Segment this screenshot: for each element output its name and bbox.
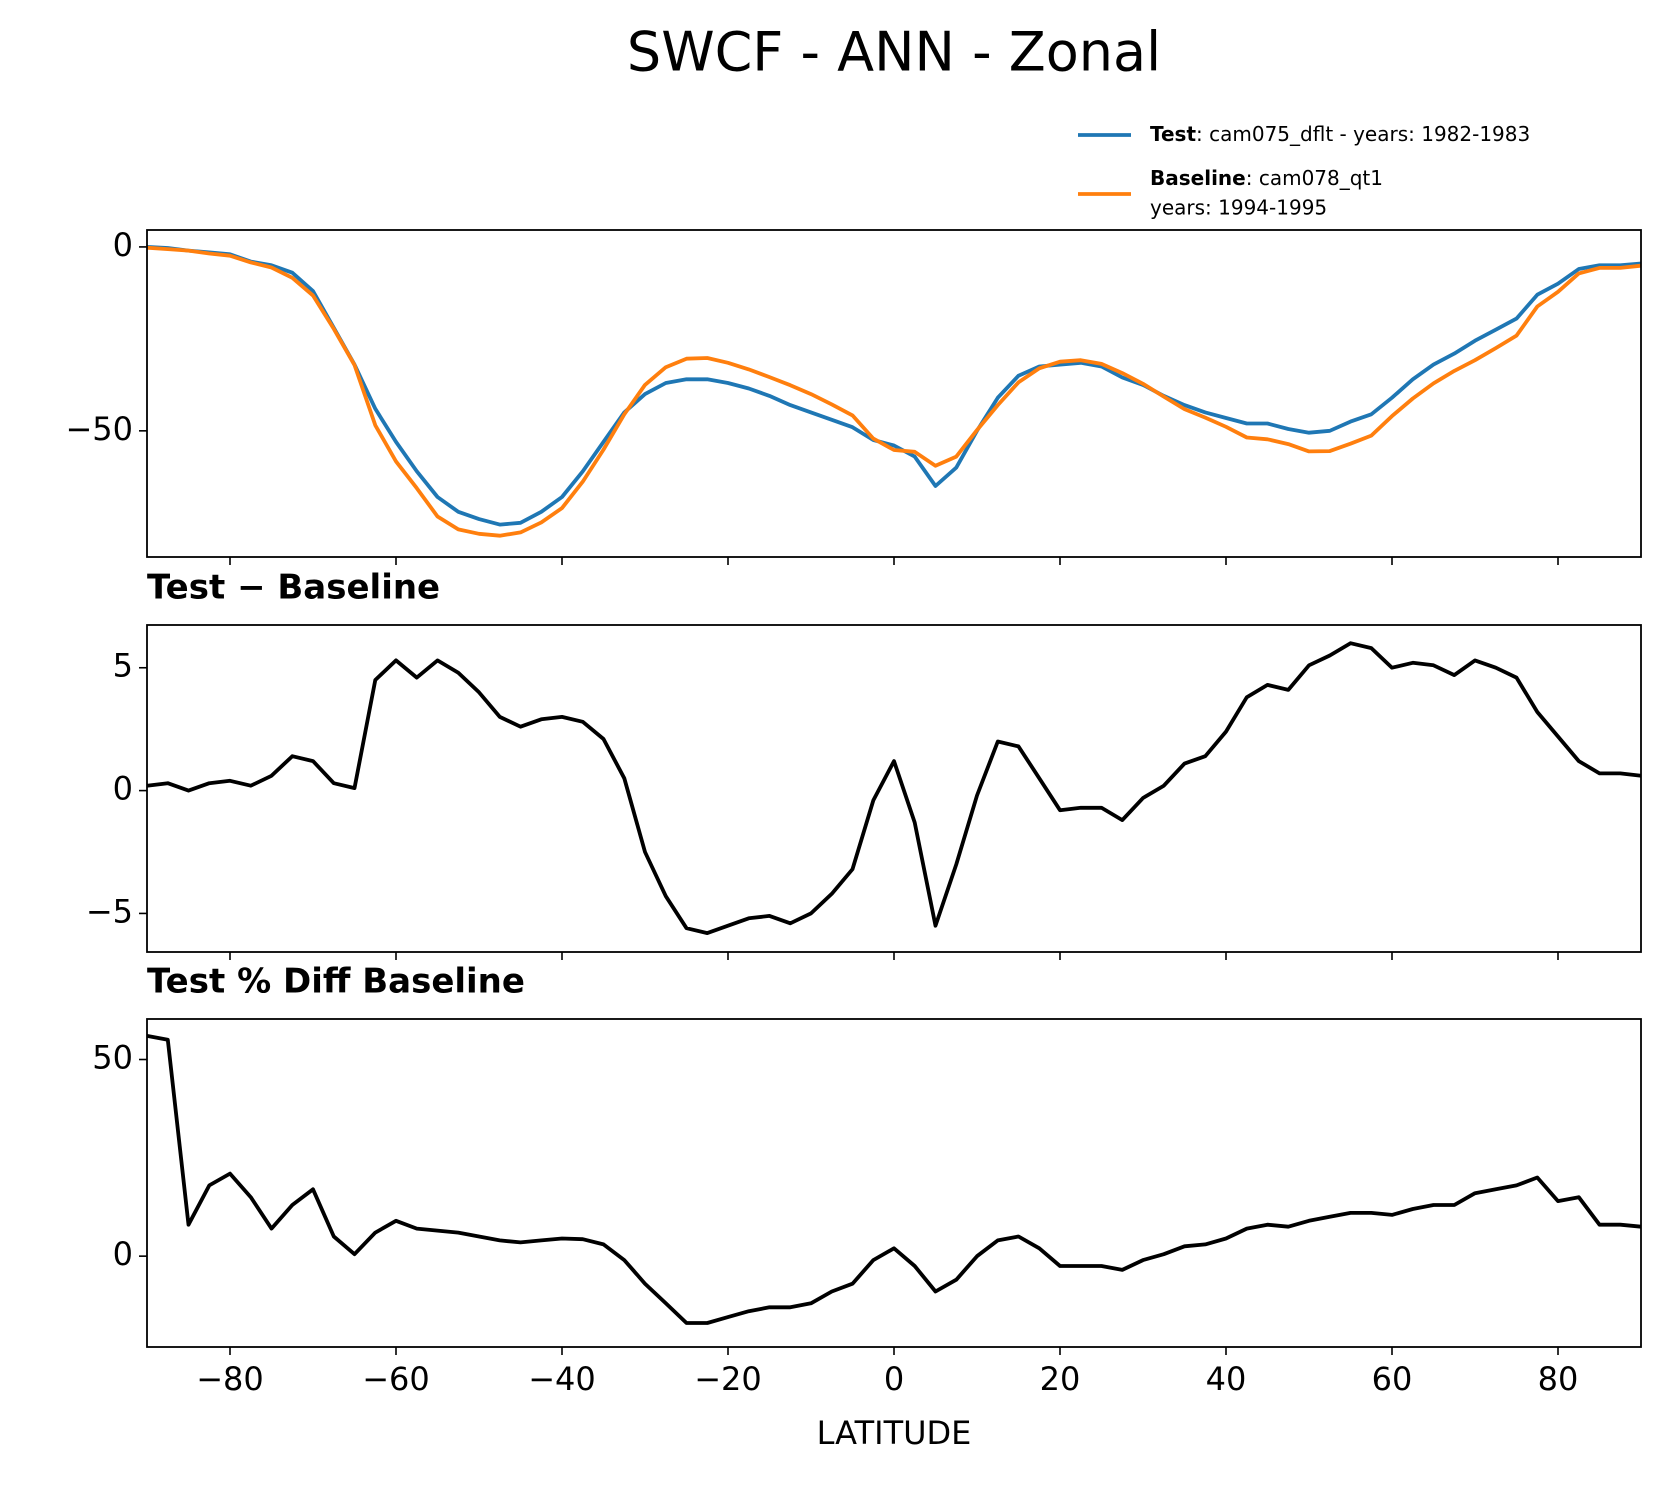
legend-description: : cam075_dflt - years: 1982-1983 [1196, 122, 1530, 146]
y-tick-label: 50 [92, 1039, 133, 1077]
y-tick-label: 5 [113, 647, 133, 685]
figure-title: SWCF - ANN - Zonal [627, 21, 1161, 84]
plot-frame [146, 624, 1642, 953]
x-tick-label: −40 [528, 1360, 596, 1398]
x-tick-label: 20 [1040, 1360, 1081, 1398]
legend-entry: Baseline: cam078_qt1 [1150, 166, 1383, 190]
x-tick-label: 80 [1538, 1360, 1579, 1398]
panel-title: Test − Baseline [147, 568, 440, 608]
x-tick-label: −60 [362, 1360, 430, 1398]
y-tick-label: 0 [113, 1235, 133, 1273]
x-tick-label: −20 [694, 1360, 762, 1398]
plot-frame [146, 1018, 1642, 1348]
panel-title: Test % Diff Baseline [147, 962, 525, 1002]
y-tick-label: −50 [65, 410, 133, 448]
y-tick-label: 0 [113, 226, 133, 264]
x-tick-label: 40 [1206, 1360, 1247, 1398]
y-tick-label: 0 [113, 770, 133, 808]
legend-description: : cam078_qt1 [1246, 166, 1383, 190]
legend-name: Baseline [1150, 166, 1246, 190]
data-line [146, 245, 1642, 538]
x-axis-label: LATITUDE [817, 1414, 972, 1452]
legend-description: years: 1994-1995 [1150, 196, 1327, 220]
plot-frame [146, 229, 1642, 558]
data-line [146, 641, 1642, 935]
legend-entry: Test: cam075_dflt - years: 1982-1983 [1150, 122, 1530, 146]
y-tick-label: −5 [86, 892, 133, 930]
x-tick-label: 60 [1372, 1360, 1413, 1398]
x-tick-label: 0 [884, 1360, 904, 1398]
legend-name: Test [1150, 122, 1196, 146]
data-line [146, 1034, 1642, 1325]
data-line [146, 245, 1642, 527]
x-tick-label: −80 [196, 1360, 264, 1398]
